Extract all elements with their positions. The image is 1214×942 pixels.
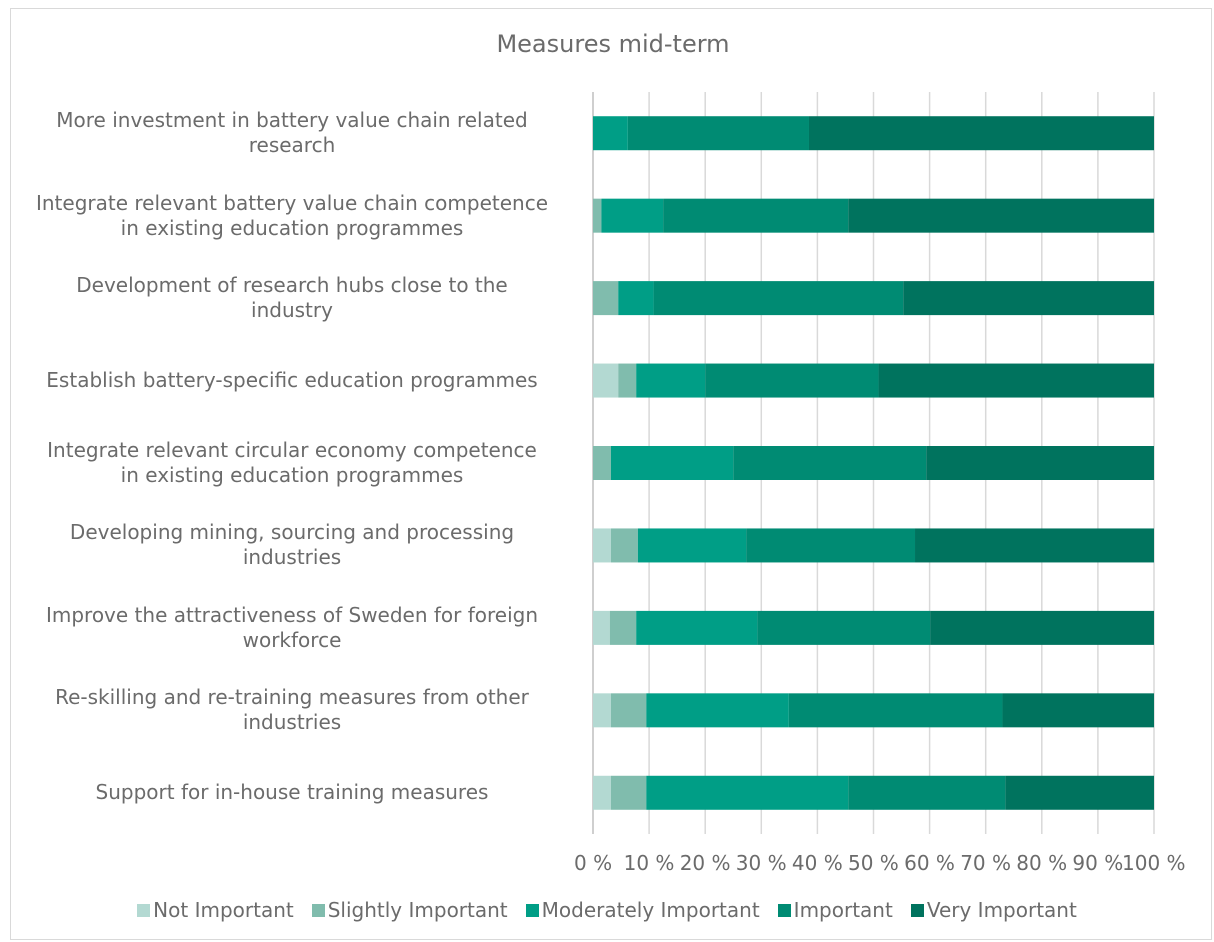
category-label: Developing mining, sourcing and processi… <box>12 520 572 570</box>
bar-segment <box>609 610 637 645</box>
category-label: Support for in-house training measures <box>12 780 572 805</box>
x-tick-label: 60 % <box>904 851 955 875</box>
x-tick-label: 10 % <box>623 851 675 875</box>
chart-title: Measures mid-term <box>496 30 730 58</box>
category-label-line: Development of research hubs close to th… <box>76 273 508 298</box>
x-tick-label: 30 % <box>735 851 787 875</box>
category-label-line: Integrate relevant battery value chain c… <box>35 190 548 215</box>
bar-segment <box>663 198 849 233</box>
bar-segment <box>705 363 879 398</box>
legend-label: Slightly Important <box>327 898 508 922</box>
legend-item: Important <box>777 898 893 922</box>
legend: Not Important Slightly Important Moderatel… <box>0 898 1214 922</box>
category-label: Establish battery-specific education pro… <box>12 368 572 393</box>
category-label: Improve the attractiveness of Sweden for… <box>12 603 572 653</box>
category-label-line: industry <box>251 298 333 323</box>
bar-segment <box>610 446 734 480</box>
x-tick-label: 100 % <box>1122 851 1186 875</box>
legend-swatch <box>910 903 924 917</box>
bar-segment <box>930 610 1154 645</box>
bar-segment <box>653 281 904 316</box>
bar-segment <box>903 281 1154 316</box>
bar-segment <box>878 363 1154 398</box>
bar-segment <box>601 198 664 233</box>
legend-label: Important <box>793 898 893 922</box>
legend-item: Moderately Important <box>525 898 760 922</box>
bar-segment <box>808 116 1154 151</box>
legend-swatch <box>311 903 325 917</box>
x-tick-label: 70 % <box>960 851 1011 875</box>
category-label-line: Developing mining, sourcing and processi… <box>69 520 515 545</box>
legend-item: Not Important <box>137 898 294 922</box>
x-tick-label: 20 % <box>679 851 731 875</box>
bar-segment <box>1005 775 1154 810</box>
bar-segment <box>593 775 611 810</box>
bar-segment <box>757 610 931 645</box>
bar-segment <box>593 116 628 151</box>
category-label-line: research <box>248 133 336 158</box>
legend-label: Moderately Important <box>541 898 760 922</box>
bar-segment <box>788 693 1003 728</box>
category-label: Integrate relevant battery value chain c… <box>12 191 572 241</box>
bar-segment <box>593 281 619 316</box>
bar-segment <box>746 528 916 563</box>
category-label-line: Integrate relevant circular economy comp… <box>47 438 537 462</box>
bar-segment <box>926 446 1154 480</box>
bar-segment <box>646 775 849 810</box>
category-label-line: workforce <box>242 627 342 652</box>
bar-segment <box>618 281 654 316</box>
legend-item: Slightly Important <box>311 898 508 922</box>
category-label: Re-skilling and re-training measures fro… <box>12 685 572 735</box>
legend-swatch <box>777 903 791 917</box>
category-label-line: Establish battery-specific education pro… <box>46 368 538 393</box>
bar-segment <box>593 363 619 398</box>
bar-segment <box>593 693 611 728</box>
category-label-line: Re-skilling and re-training measures fro… <box>55 685 529 710</box>
x-tick-label: 40 % <box>791 851 843 875</box>
bar-segment <box>636 363 706 398</box>
bar-segment <box>618 363 637 398</box>
legend-label: Very Important <box>926 898 1077 922</box>
category-label: Integrate relevant circular economy comp… <box>12 438 572 488</box>
bar-segment <box>610 693 647 728</box>
bar-segment <box>848 198 1154 233</box>
bar-segment <box>610 528 638 563</box>
x-tick-label: 50 % <box>848 851 899 875</box>
legend-swatch <box>137 903 151 917</box>
bar-segment <box>610 775 647 810</box>
category-label-line: in existing education programmes <box>120 215 464 240</box>
bar-segment <box>637 528 747 563</box>
bar-segment <box>733 446 927 480</box>
x-tick-label: 80 % <box>1016 851 1068 875</box>
legend-item: Very Important <box>910 898 1077 922</box>
bar-segment <box>1002 693 1154 728</box>
bar-segment <box>593 610 610 645</box>
category-label: Development of research hubs close to th… <box>12 273 572 323</box>
category-label-line: in existing education programmes <box>120 463 464 487</box>
category-label-line: More investment in battery value chain r… <box>56 108 528 133</box>
category-label: More investment in battery value chain r… <box>12 108 572 158</box>
bar-segment <box>636 610 758 645</box>
bar-segment <box>915 528 1154 563</box>
bar-segment <box>593 528 611 563</box>
category-label-line: industries <box>242 710 342 735</box>
x-tick-label: 0 % <box>574 851 613 875</box>
category-label-line: Improve the attractiveness of Sweden for… <box>45 602 539 627</box>
bar-segment <box>848 775 1006 810</box>
bar-segment <box>593 446 611 480</box>
x-tick-label: 90 % <box>1072 851 1124 875</box>
bar-segment <box>593 198 602 233</box>
legend-label: Not Important <box>153 898 294 922</box>
category-label-line: industries <box>242 545 342 570</box>
category-label-line: Support for in-house training measures <box>95 780 489 805</box>
bar-segment <box>646 693 789 728</box>
legend-swatch <box>525 903 539 917</box>
bar-segment <box>627 116 809 151</box>
